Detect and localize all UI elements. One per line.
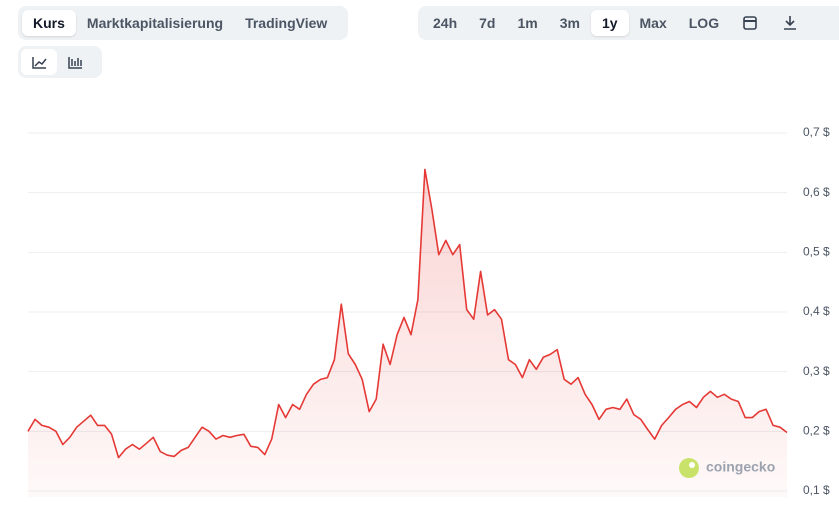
range-button[interactable]: 7d	[479, 15, 496, 31]
area	[28, 169, 787, 497]
range-button[interactable]: Max	[639, 15, 667, 31]
y-tick-label: 0,6 $	[803, 185, 830, 199]
price-line	[27, 168, 788, 459]
y-tick-label: 0,3 $	[803, 364, 830, 378]
range-button[interactable]: 3m	[559, 15, 580, 31]
logo-eye	[689, 462, 695, 468]
y-tick-label: 0,2 $	[803, 424, 830, 438]
watermark: coingecko	[706, 459, 775, 475]
tab[interactable]: Kurs	[22, 10, 76, 36]
y-tick-label: 0,1 $	[803, 483, 830, 497]
range-button[interactable]: 1m	[517, 15, 538, 31]
line-icon[interactable]	[21, 49, 57, 75]
y-tick-label: 0,4 $	[803, 304, 830, 318]
chart-type-group	[18, 46, 102, 78]
download-icon[interactable]	[770, 10, 810, 36]
y-tick-label: 0,7 $	[803, 125, 830, 139]
tab[interactable]: TradingView	[245, 15, 328, 31]
tab-group: Kurs Marktkapitalisierung TradingView	[18, 6, 348, 40]
y-tick-label: 0,5 $	[803, 245, 830, 259]
candle-icon[interactable]	[57, 49, 93, 75]
range-button[interactable]: 24h	[433, 15, 458, 31]
range-button[interactable]: 1y	[590, 10, 629, 36]
range-group: 24h 7d 1m 3m 1y Max LOG	[418, 6, 839, 40]
calendar-icon[interactable]	[730, 10, 770, 36]
logo	[679, 458, 699, 478]
tab[interactable]: Marktkapitalisierung	[86, 15, 224, 31]
range-button[interactable]: LOG	[688, 15, 720, 31]
